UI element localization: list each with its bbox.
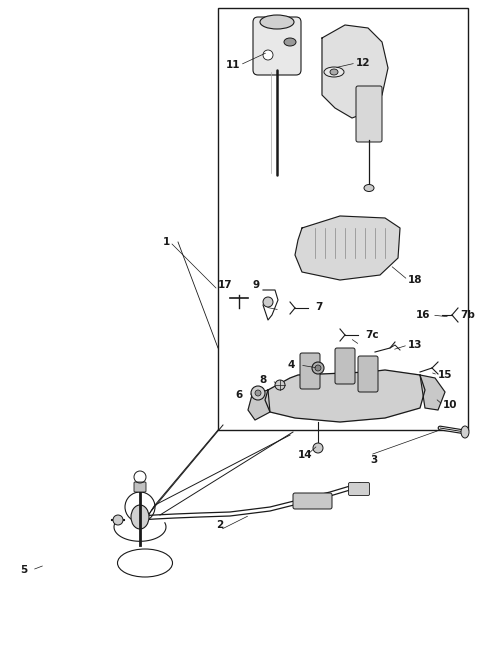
Circle shape: [275, 380, 285, 390]
Text: 1: 1: [163, 237, 170, 247]
Circle shape: [255, 390, 261, 396]
Text: 15: 15: [438, 370, 453, 380]
Text: 14: 14: [298, 450, 312, 460]
Text: 8: 8: [260, 375, 267, 385]
Circle shape: [315, 365, 321, 371]
Circle shape: [263, 297, 273, 307]
Ellipse shape: [330, 69, 338, 75]
Ellipse shape: [260, 15, 294, 29]
Circle shape: [312, 362, 324, 374]
Circle shape: [113, 515, 123, 525]
Polygon shape: [420, 375, 445, 410]
Text: 6: 6: [236, 390, 243, 400]
Polygon shape: [322, 25, 388, 118]
Ellipse shape: [324, 67, 344, 77]
Text: 17: 17: [217, 280, 232, 290]
Text: 11: 11: [226, 60, 240, 70]
Circle shape: [263, 50, 273, 60]
Text: 7c: 7c: [365, 330, 379, 340]
Text: 12: 12: [356, 58, 371, 68]
Text: 7: 7: [315, 302, 323, 312]
FancyBboxPatch shape: [300, 353, 320, 389]
Circle shape: [251, 386, 265, 400]
FancyBboxPatch shape: [358, 356, 378, 392]
Text: 13: 13: [408, 340, 422, 350]
Ellipse shape: [364, 184, 374, 192]
Polygon shape: [295, 216, 400, 280]
Text: 5: 5: [20, 565, 27, 575]
Circle shape: [313, 443, 323, 453]
FancyBboxPatch shape: [293, 493, 332, 509]
FancyBboxPatch shape: [253, 17, 301, 75]
Text: 10: 10: [443, 400, 457, 410]
Ellipse shape: [131, 505, 149, 529]
Text: 4: 4: [288, 360, 295, 370]
Bar: [218, 8, 468, 430]
Ellipse shape: [461, 426, 469, 438]
Text: 16: 16: [416, 310, 430, 320]
Text: 2: 2: [216, 520, 224, 530]
Ellipse shape: [284, 38, 296, 46]
FancyBboxPatch shape: [356, 86, 382, 142]
FancyBboxPatch shape: [348, 483, 370, 495]
Text: 9: 9: [253, 280, 260, 290]
Polygon shape: [248, 390, 270, 420]
Text: 3: 3: [370, 455, 377, 465]
Polygon shape: [265, 370, 425, 422]
FancyBboxPatch shape: [335, 348, 355, 384]
FancyBboxPatch shape: [134, 482, 146, 492]
Text: 7b: 7b: [460, 310, 475, 320]
Text: 18: 18: [408, 275, 422, 285]
